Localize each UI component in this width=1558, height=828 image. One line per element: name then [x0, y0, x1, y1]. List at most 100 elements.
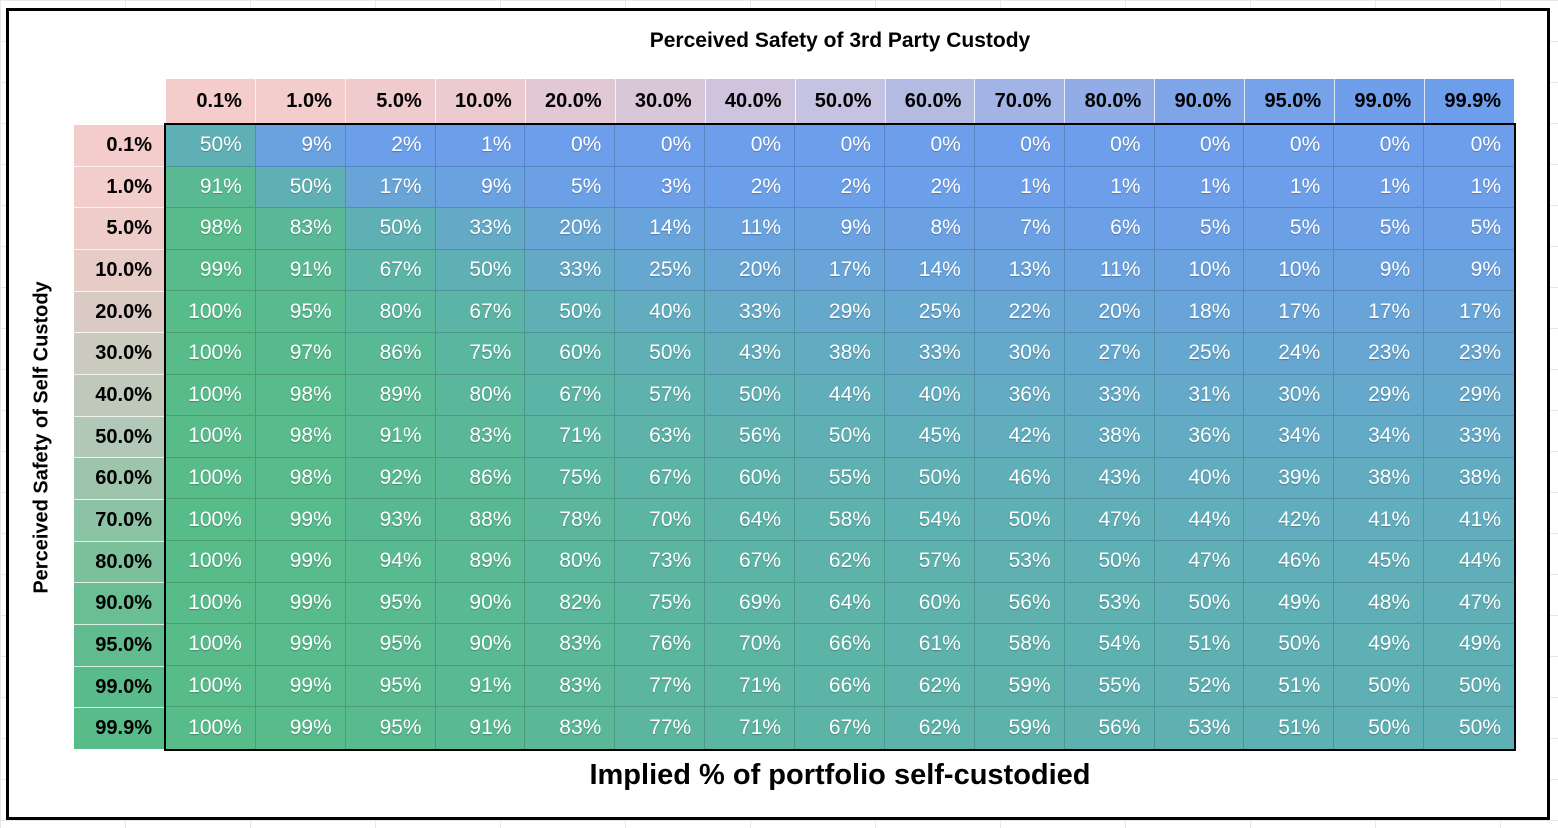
matrix-cell[interactable]: 100%: [166, 374, 256, 417]
matrix-cell[interactable]: 23%: [1424, 332, 1514, 375]
matrix-cell[interactable]: 14%: [884, 249, 975, 292]
matrix-cell[interactable]: 56%: [705, 416, 796, 458]
column-header-cell[interactable]: 95.0%: [1245, 79, 1336, 123]
row-header-cell[interactable]: 99.0%: [74, 666, 164, 709]
matrix-cell[interactable]: 50%: [1334, 707, 1425, 749]
matrix-cell[interactable]: 0%: [1334, 125, 1425, 167]
matrix-cell[interactable]: 0%: [974, 125, 1065, 167]
matrix-cell[interactable]: 36%: [1154, 416, 1245, 458]
matrix-cell[interactable]: 38%: [1064, 416, 1155, 458]
matrix-cell[interactable]: 9%: [795, 208, 885, 250]
matrix-cell[interactable]: 9%: [1424, 249, 1514, 292]
matrix-cell[interactable]: 95%: [345, 624, 436, 666]
matrix-cell[interactable]: 99%: [255, 582, 346, 625]
matrix-cell[interactable]: 50%: [705, 374, 796, 417]
matrix-cell[interactable]: 46%: [974, 457, 1065, 500]
matrix-cell[interactable]: 1%: [1334, 166, 1425, 209]
matrix-cell[interactable]: 5%: [1334, 208, 1425, 250]
matrix-cell[interactable]: 50%: [166, 125, 256, 167]
matrix-cell[interactable]: 66%: [795, 624, 885, 666]
matrix-cell[interactable]: 100%: [166, 624, 256, 666]
matrix-cell[interactable]: 83%: [255, 208, 346, 250]
matrix-cell[interactable]: 41%: [1424, 499, 1514, 541]
matrix-cell[interactable]: 25%: [1154, 332, 1245, 375]
matrix-cell[interactable]: 67%: [615, 457, 706, 500]
matrix-cell[interactable]: 17%: [1244, 291, 1335, 333]
matrix-cell[interactable]: 86%: [435, 457, 526, 500]
matrix-cell[interactable]: 77%: [615, 665, 706, 708]
matrix-cell[interactable]: 50%: [345, 208, 436, 250]
matrix-cell[interactable]: 71%: [525, 416, 616, 458]
matrix-cell[interactable]: 100%: [166, 291, 256, 333]
matrix-cell[interactable]: 100%: [166, 582, 256, 625]
matrix-cell[interactable]: 100%: [166, 499, 256, 541]
matrix-cell[interactable]: 43%: [705, 332, 796, 375]
row-header-cell[interactable]: 70.0%: [74, 500, 164, 542]
matrix-cell[interactable]: 47%: [1154, 540, 1245, 583]
matrix-cell[interactable]: 100%: [166, 707, 256, 749]
matrix-cell[interactable]: 50%: [435, 249, 526, 292]
matrix-cell[interactable]: 0%: [525, 125, 616, 167]
matrix-cell[interactable]: 33%: [705, 291, 796, 333]
matrix-cell[interactable]: 3%: [615, 166, 706, 209]
matrix-cell[interactable]: 99%: [255, 499, 346, 541]
matrix-cell[interactable]: 27%: [1064, 332, 1155, 375]
matrix-cell[interactable]: 30%: [974, 332, 1065, 375]
matrix-cell[interactable]: 33%: [1424, 416, 1514, 458]
matrix-cell[interactable]: 91%: [255, 249, 346, 292]
column-header-cell[interactable]: 80.0%: [1065, 79, 1156, 123]
matrix-cell[interactable]: 47%: [1064, 499, 1155, 541]
matrix-cell[interactable]: 99%: [255, 540, 346, 583]
matrix-cell[interactable]: 51%: [1244, 707, 1335, 749]
matrix-cell[interactable]: 0%: [705, 125, 796, 167]
matrix-cell[interactable]: 20%: [1064, 291, 1155, 333]
matrix-cell[interactable]: 10%: [1154, 249, 1245, 292]
matrix-cell[interactable]: 54%: [1064, 624, 1155, 666]
column-header-cell[interactable]: 0.1%: [166, 79, 256, 123]
matrix-cell[interactable]: 52%: [1154, 665, 1245, 708]
matrix-cell[interactable]: 5%: [1424, 208, 1514, 250]
row-header-cell[interactable]: 90.0%: [74, 583, 164, 626]
row-header-cell[interactable]: 5.0%: [74, 208, 164, 251]
matrix-cell[interactable]: 90%: [435, 582, 526, 625]
matrix-cell[interactable]: 99%: [255, 624, 346, 666]
matrix-cell[interactable]: 18%: [1154, 291, 1245, 333]
matrix-cell[interactable]: 82%: [525, 582, 616, 625]
matrix-cell[interactable]: 75%: [435, 332, 526, 375]
matrix-cell[interactable]: 100%: [166, 416, 256, 458]
row-header-cell[interactable]: 1.0%: [74, 166, 164, 209]
matrix-cell[interactable]: 10%: [1244, 249, 1335, 292]
matrix-cell[interactable]: 11%: [705, 208, 796, 250]
matrix-cell[interactable]: 38%: [795, 332, 885, 375]
matrix-cell[interactable]: 100%: [166, 540, 256, 583]
matrix-cell[interactable]: 24%: [1244, 332, 1335, 375]
matrix-cell[interactable]: 17%: [795, 249, 885, 292]
column-header-cell[interactable]: 10.0%: [435, 79, 526, 123]
row-header-cell[interactable]: 50.0%: [74, 416, 164, 459]
matrix-cell[interactable]: 38%: [1424, 457, 1514, 500]
matrix-cell[interactable]: 2%: [795, 166, 885, 209]
matrix-cell[interactable]: 55%: [795, 457, 885, 500]
matrix-cell[interactable]: 95%: [345, 582, 436, 625]
matrix-cell[interactable]: 9%: [1334, 249, 1425, 292]
matrix-cell[interactable]: 71%: [705, 707, 796, 749]
matrix-cell[interactable]: 17%: [1424, 291, 1514, 333]
matrix-cell[interactable]: 34%: [1244, 416, 1335, 458]
column-header-cell[interactable]: 40.0%: [705, 79, 796, 123]
matrix-cell[interactable]: 95%: [345, 707, 436, 749]
row-header-cell[interactable]: 20.0%: [74, 291, 164, 334]
matrix-cell[interactable]: 48%: [1334, 582, 1425, 625]
matrix-cell[interactable]: 20%: [705, 249, 796, 292]
matrix-cell[interactable]: 5%: [1244, 208, 1335, 250]
matrix-cell[interactable]: 89%: [345, 374, 436, 417]
matrix-cell[interactable]: 31%: [1154, 374, 1245, 417]
row-header-cell[interactable]: 0.1%: [74, 125, 164, 167]
matrix-cell[interactable]: 0%: [795, 125, 885, 167]
matrix-cell[interactable]: 0%: [1244, 125, 1335, 167]
row-header-cell[interactable]: 40.0%: [74, 375, 164, 417]
matrix-cell[interactable]: 29%: [1334, 374, 1425, 417]
matrix-cell[interactable]: 51%: [1244, 665, 1335, 708]
matrix-cell[interactable]: 22%: [974, 291, 1065, 333]
matrix-cell[interactable]: 67%: [705, 540, 796, 583]
matrix-cell[interactable]: 33%: [884, 332, 975, 375]
